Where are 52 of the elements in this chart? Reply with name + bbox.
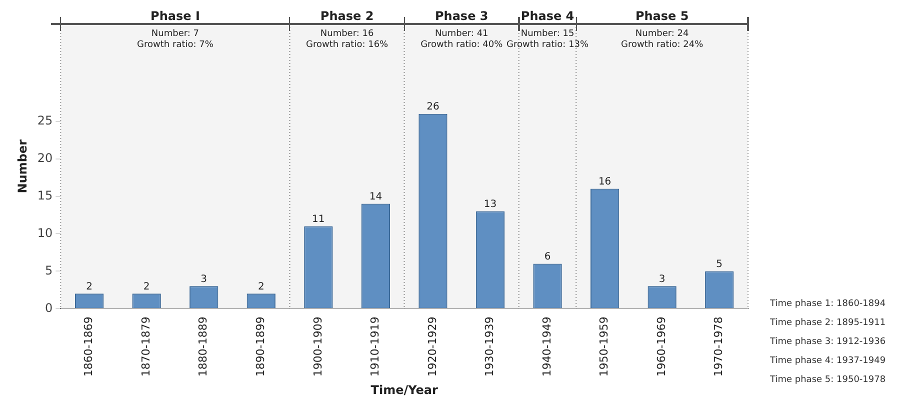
y-tick-label: 10 bbox=[37, 226, 53, 240]
x-tick-label: 1870-1879 bbox=[139, 316, 152, 377]
x-tick-label: 1950-1959 bbox=[598, 316, 611, 377]
data-label: 3 bbox=[658, 274, 666, 285]
data-label: 3 bbox=[200, 274, 208, 285]
annotation: Growth ratio: 40% bbox=[420, 40, 504, 50]
annotation: Number: 24 bbox=[635, 29, 690, 39]
y-axis-title: Number bbox=[15, 139, 30, 194]
y-tick-label: 15 bbox=[37, 188, 53, 202]
y-tick-label: 25 bbox=[37, 114, 53, 128]
annotation: Number: 7 bbox=[151, 29, 200, 39]
y-tick-label: 0 bbox=[45, 300, 53, 315]
annotation: Number: 15 bbox=[520, 29, 574, 39]
text: Time phase 4: 1937-1949 bbox=[769, 356, 886, 366]
x-tick-label: 1880-1889 bbox=[196, 316, 210, 377]
text: Time phase 3: 1912-1936 bbox=[769, 336, 886, 347]
data-label: 13 bbox=[484, 198, 497, 210]
data-label: 6 bbox=[544, 251, 551, 262]
x-tick-label: 1860-1869 bbox=[82, 316, 96, 377]
data-label: 2 bbox=[86, 281, 92, 292]
data-label: 5 bbox=[716, 258, 723, 270]
x-tick-label: 1960-1969 bbox=[654, 316, 668, 377]
data-label: 2 bbox=[258, 281, 264, 292]
text: Time phase 5: 1950-1978 bbox=[769, 374, 886, 385]
data-label: 26 bbox=[426, 101, 440, 112]
x-tick-label: 1920-1929 bbox=[426, 316, 439, 377]
x-tick-label: 1890-1899 bbox=[254, 316, 267, 377]
annotation: Growth ratio: 16% bbox=[306, 40, 389, 50]
annotation: Number: 41 bbox=[434, 29, 488, 39]
x-tick-label: 1930-1939 bbox=[483, 316, 496, 377]
band-label: Phase 5 bbox=[635, 9, 689, 23]
annotation: Growth ratio: 7% bbox=[137, 40, 214, 50]
x-tick-label: 1910-1919 bbox=[368, 316, 382, 377]
data-label: 11 bbox=[312, 214, 325, 225]
y-tick-label: 5 bbox=[45, 263, 53, 278]
annotation: Number: 16 bbox=[320, 29, 374, 39]
data-label: 16 bbox=[598, 176, 612, 188]
x-tick-label: 1900-1909 bbox=[311, 316, 324, 377]
band-label: Phase I bbox=[150, 9, 200, 23]
data-label: 14 bbox=[369, 191, 382, 202]
x-tick-label: 1940-1949 bbox=[540, 316, 554, 377]
x-tick-label: 1970-1978 bbox=[712, 316, 726, 377]
band-label: Phase 4 bbox=[520, 9, 574, 23]
y-tick-label: 20 bbox=[37, 150, 53, 165]
data-label: 2 bbox=[143, 281, 150, 292]
band-label: Phase 3 bbox=[434, 9, 488, 23]
annotation: Growth ratio: 24% bbox=[621, 40, 704, 50]
x-axis-title: Time/Year bbox=[370, 382, 438, 397]
annotation: Growth ratio: 13% bbox=[506, 40, 590, 50]
text: Time phase 1: 1860-1894 bbox=[769, 298, 886, 309]
band-label: Phase 2 bbox=[320, 9, 374, 23]
text: Time phase 2: 1895-1911 bbox=[769, 318, 886, 328]
